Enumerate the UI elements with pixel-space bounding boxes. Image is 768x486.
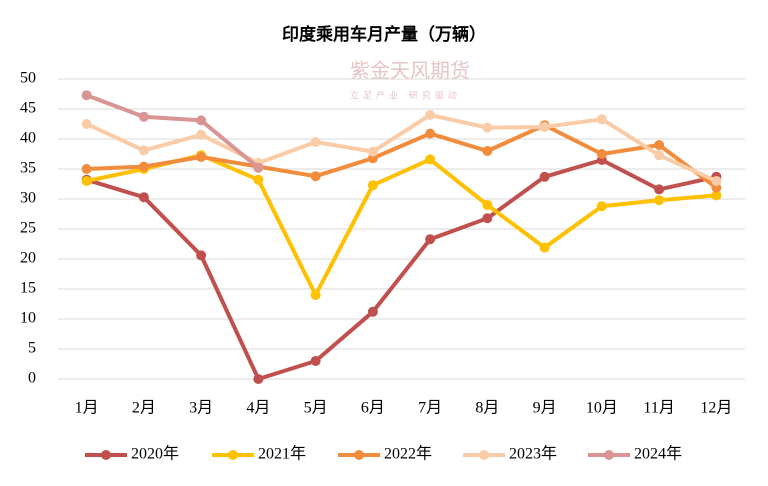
legend-marker [604,450,614,460]
y-tick-label: 40 [20,130,36,147]
x-tick-label: 3月 [189,400,213,417]
x-tick-label: 4月 [246,400,270,417]
point [310,137,321,147]
y-tick-label: 30 [20,190,36,207]
series-line [86,123,718,190]
point [654,140,665,150]
y-tick-label: 0 [28,370,36,387]
point [482,122,493,133]
series-line [85,93,260,170]
legend-marker [479,450,489,460]
legend-label: 2020年 [131,445,179,463]
y-tick-label: 45 [20,100,36,117]
x-tick-label: 8月 [475,400,499,417]
y-tick-label: 20 [20,250,36,267]
point [138,161,149,172]
point [367,146,378,157]
point [596,201,607,212]
legend-label: 2023年 [509,445,557,463]
point [482,200,493,210]
point [711,176,722,186]
x-tick-label: 7月 [418,400,442,417]
point [539,242,550,253]
y-tick-label: 15 [20,280,36,297]
y-tick-label: 25 [20,220,36,237]
point [539,171,550,182]
point [596,114,607,125]
legend-marker [354,450,364,460]
point [310,356,321,366]
point [425,154,436,165]
y-tick-label: 10 [20,310,36,327]
point [310,290,321,300]
point [196,115,207,126]
y-tick-label: 50 [20,70,36,87]
point [654,150,665,161]
chart-title: 印度乘用车月产量（万辆） [282,24,486,44]
point [81,90,92,101]
point [425,128,436,139]
point [310,171,321,182]
point [138,145,149,156]
point [253,374,264,384]
point [81,119,92,129]
series-line [85,113,718,183]
point [654,184,665,195]
x-tick-label: 5月 [304,400,328,417]
legend-label: 2022年 [384,445,432,463]
watermark-sub: 立足产业 研究驱动 [350,90,461,102]
series-line [86,158,717,381]
point [367,306,378,317]
x-tick-label: 1月 [75,400,99,417]
point [596,149,607,159]
point [196,152,207,162]
point [539,122,550,132]
point [81,176,92,186]
legend-marker [101,450,111,460]
point [425,110,436,120]
point [81,164,92,174]
x-tick-label: 10月 [586,400,618,417]
point [711,190,722,201]
x-tick-label: 12月 [700,400,732,417]
x-tick-label: 11月 [643,400,674,417]
y-tick-label: 5 [28,340,36,357]
point [482,146,493,156]
point [425,234,436,245]
point [367,180,378,191]
point [253,174,264,185]
x-tick-label: 2月 [132,400,156,417]
x-tick-label: 9月 [533,400,557,417]
legend-label: 2024年 [634,445,682,463]
x-tick-label: 6月 [361,400,385,417]
y-tick-label: 35 [20,160,36,177]
legend-marker [228,450,238,460]
point [253,162,264,173]
point [482,213,493,224]
legend-label: 2021年 [258,445,306,463]
point [138,111,149,122]
point [654,195,665,206]
point [196,129,207,140]
point [196,250,207,261]
point [138,192,149,203]
